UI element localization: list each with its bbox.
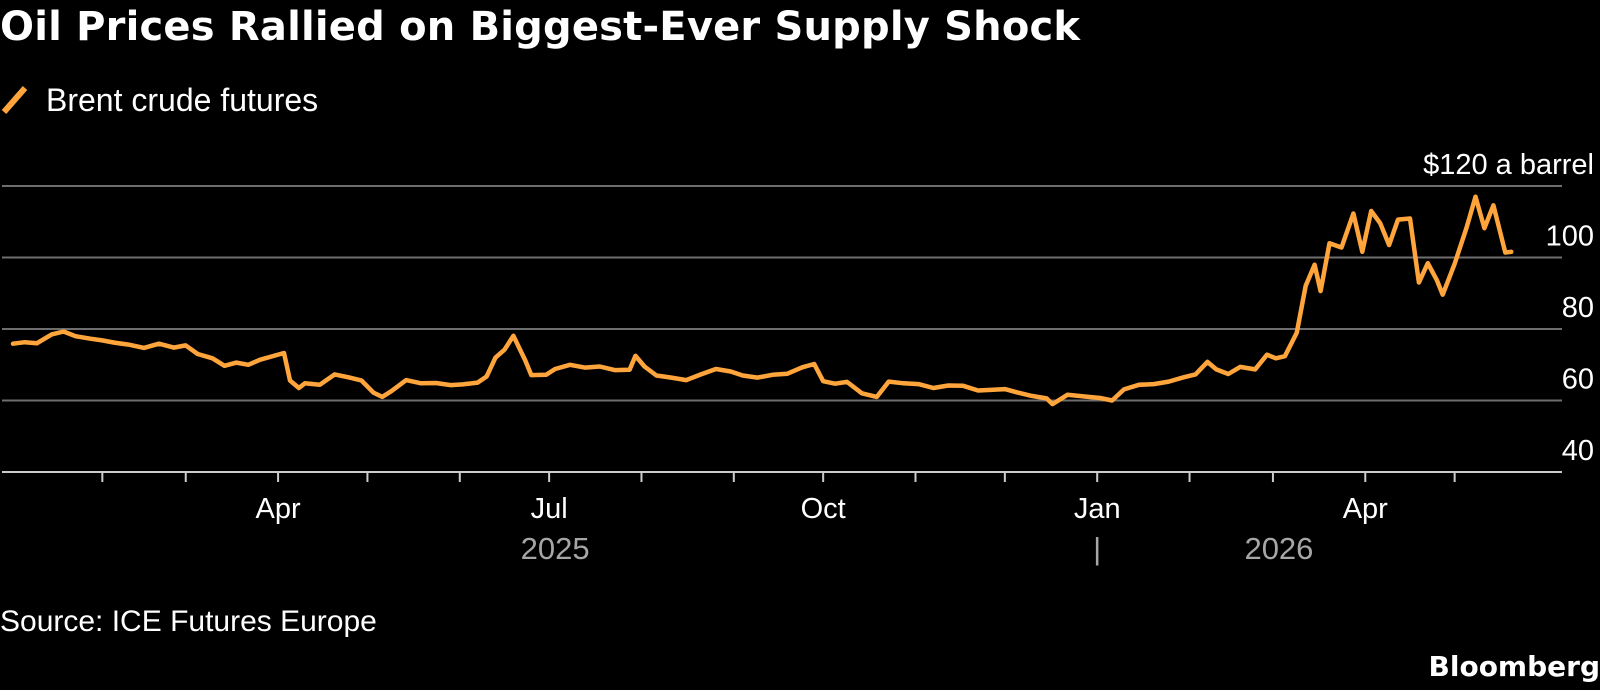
y-tick-label-120: $120 a barrel	[1423, 149, 1594, 181]
axis-labels: $120 a barrel 100 80 60 40 Apr Jul Oct Jan Apr 202…	[256, 149, 1594, 566]
x-tick-label-2026-01-01: Jan	[1074, 493, 1121, 525]
x-tick-label-2026-04-01: Apr	[1343, 493, 1388, 525]
series-line-brent	[10, 194, 1514, 407]
series-layer	[10, 194, 1514, 407]
x-tick-label-2025-04-01: Apr	[256, 493, 301, 525]
gridlines	[2, 185, 1562, 473]
year-label-2026: 2026	[1244, 531, 1313, 566]
legend: Brent crude futures	[0, 80, 318, 120]
legend-label: Brent crude futures	[46, 81, 319, 118]
y-tick-label-100: 100	[1546, 221, 1594, 253]
source-note: Source: ICE Futures Europe	[0, 605, 377, 638]
year-label-2025: 2025	[521, 531, 590, 566]
y-tick-label-80: 80	[1562, 292, 1594, 324]
legend-swatch-icon	[1, 86, 28, 114]
x-tick-label-2025-07-01: Jul	[531, 493, 568, 525]
chart-title: Oil Prices Rallied on Biggest-Ever Suppl…	[0, 4, 1081, 50]
x-axis	[2, 471, 1562, 482]
brand-logo: Bloomberg	[1428, 650, 1600, 683]
y-tick-label-40: 40	[1562, 435, 1594, 467]
x-tick-label-2025-10-01: Oct	[801, 493, 846, 525]
chart-plot: $120 a barrel 100 80 60 40 Apr Jul Oct Jan Apr 202…	[2, 149, 1594, 566]
year-separator: |	[1093, 531, 1101, 566]
y-tick-label-60: 60	[1562, 364, 1594, 396]
